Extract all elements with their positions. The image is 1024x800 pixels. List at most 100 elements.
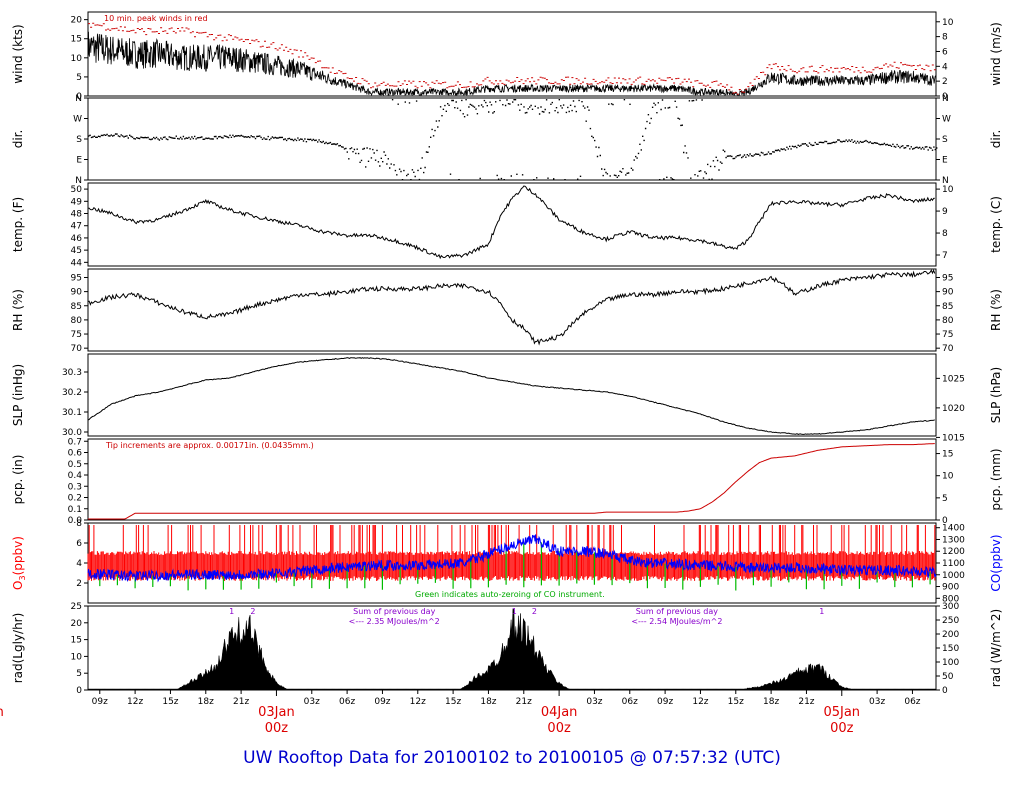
right-tick-label-rh: 85	[942, 302, 953, 312]
x-tick-label: 12z	[127, 697, 143, 707]
left-tick-label-wind: 10	[71, 54, 83, 64]
right-tick-label-wind: 0	[942, 92, 948, 102]
ylabel-left-rh: RH (%)	[11, 289, 25, 331]
ylabel-left-pcp: pcp. (in)	[11, 455, 25, 505]
left-tick-label-rh: 75	[71, 330, 82, 340]
left-tick-label-pcp: 0.2	[68, 494, 82, 504]
right-tick-label-wind: 4	[942, 62, 948, 72]
right-tick-label-rad: 300	[942, 602, 959, 612]
rad-sum-label: Sum of previous day	[353, 607, 435, 616]
left-tick-label-slp: 30.0	[62, 428, 82, 438]
ylabel-left-o3: O3(ppbv)	[11, 536, 27, 590]
x-tick-label: 06z	[904, 697, 920, 707]
right-tick-label-chem: 1400	[942, 524, 965, 534]
ylabel-left-wind: wind (kts)	[11, 24, 25, 83]
right-tick-label-chem: 1000	[942, 571, 965, 581]
right-tick-label-rad: 200	[942, 630, 959, 640]
right-tick-label-slp: 1020	[942, 404, 965, 414]
day-date-label: Jan	[0, 705, 4, 720]
right-tick-label-chem: 800	[942, 594, 959, 604]
x-tick-label: 06z	[339, 697, 355, 707]
x-tick-label: 12z	[692, 697, 708, 707]
x-tick-label: 18z	[198, 697, 214, 707]
right-tick-label-dir: E	[942, 156, 948, 166]
ylabel-right-temp: temp. (C)	[989, 196, 1003, 253]
left-tick-label-wind: 15	[71, 35, 82, 45]
left-tick-label-rad: 20	[71, 619, 83, 629]
right-tick-label-rad: 50	[942, 672, 954, 682]
panel-frame-slp	[87, 353, 937, 437]
right-tick-label-wind: 6	[942, 47, 948, 57]
series-line-pcp	[88, 443, 935, 520]
ylabel-right-co: CO(ppbv)	[989, 534, 1003, 591]
ylabel-right-slp: SLP (hPa)	[989, 367, 1003, 423]
left-tick-label-dir: N	[75, 94, 82, 104]
left-tick-label-chem: 4	[76, 559, 82, 569]
x-tick-label: 21z	[516, 697, 532, 707]
ylabel-left-rad: rad(Lgly/hr)	[11, 613, 25, 684]
x-tick-label: 15z	[162, 697, 178, 707]
day-date-label: 04Jan	[541, 705, 578, 720]
right-tick-label-temp: 10	[942, 185, 954, 195]
ylabel-right-rad: rad (W/m^2)	[989, 609, 1003, 687]
left-tick-label-dir: N	[75, 176, 82, 186]
left-tick-label-rad: 10	[71, 652, 83, 662]
page-title: UW Rooftop Data for 20100102 to 20100105…	[0, 748, 1024, 768]
x-tick-label: 09z	[657, 697, 673, 707]
ylabel-left-dir: dir.	[11, 130, 25, 149]
x-tick-label: 15z	[445, 697, 461, 707]
rad-marker: 1	[819, 607, 824, 616]
day-zulu-label: 00z	[265, 721, 289, 736]
right-tick-label-slp: 1015	[942, 433, 965, 443]
right-tick-label-chem: 900	[942, 583, 959, 593]
left-tick-label-rad: 0	[76, 686, 82, 696]
annotation-wind: 10 min. peak winds in red	[104, 14, 208, 23]
title-start-date: 20100102	[423, 748, 510, 768]
left-tick-label-temp: 46	[71, 234, 83, 244]
x-tick-label: 06z	[622, 697, 638, 707]
left-tick-label-slp: 30.2	[62, 388, 82, 398]
right-tick-label-temp: 7	[942, 251, 948, 261]
x-tick-label: 21z	[233, 697, 249, 707]
left-tick-label-temp: 44	[71, 258, 83, 268]
left-tick-label-chem: 2	[76, 579, 82, 589]
left-tick-label-dir: W	[73, 115, 82, 125]
x-tick-label: 18z	[763, 697, 779, 707]
title-end-date: 20100105	[537, 748, 625, 768]
series-line-co-zero	[99, 542, 931, 591]
ylabel-right-wind: wind (m/s)	[989, 22, 1003, 86]
right-tick-label-rh: 90	[942, 288, 954, 298]
rad-sum-value: <--- 2.35 MJoules/m^2	[349, 617, 440, 626]
annotation-chem: Green indicates auto-zeroing of CO instr…	[415, 590, 605, 599]
left-tick-label-chem: 8	[76, 519, 82, 529]
series-line-slp	[87, 357, 935, 435]
right-tick-label-chem: 1100	[942, 559, 965, 569]
ylabel-left-slp: SLP (inHg)	[11, 364, 25, 426]
right-tick-label-pcp: 10	[942, 472, 954, 482]
left-tick-label-temp: 49	[71, 197, 83, 207]
series-line-wind	[87, 31, 936, 97]
series-area-rad	[87, 608, 937, 691]
left-tick-label-pcp: 0.7	[68, 437, 82, 447]
day-zulu-label: 00z	[547, 721, 571, 736]
x-tick-label: 18z	[480, 697, 496, 707]
left-tick-label-pcp: 0.0	[68, 516, 83, 526]
left-tick-label-temp: 45	[71, 246, 82, 256]
o3-unit: (ppbv)	[11, 536, 25, 575]
right-tick-label-dir: N	[942, 176, 949, 186]
right-tick-label-chem: 1200	[942, 547, 965, 557]
right-tick-label-pcp: 0	[942, 516, 948, 526]
right-tick-label-pcp: 15	[942, 450, 953, 460]
left-tick-label-rh: 70	[71, 344, 83, 354]
title-prefix: UW Rooftop Data for	[243, 748, 418, 768]
x-tick-label: 03z	[869, 697, 885, 707]
x-tick-label: 09z	[92, 697, 108, 707]
left-tick-label-rh: 85	[71, 302, 82, 312]
title-tz: (UTC)	[733, 748, 781, 768]
left-tick-label-pcp: 0.4	[68, 471, 83, 481]
right-tick-label-rh: 80	[942, 316, 954, 326]
left-tick-label-slp: 30.3	[62, 368, 82, 378]
left-tick-label-rh: 95	[71, 273, 82, 283]
x-tick-label: 15z	[728, 697, 744, 707]
